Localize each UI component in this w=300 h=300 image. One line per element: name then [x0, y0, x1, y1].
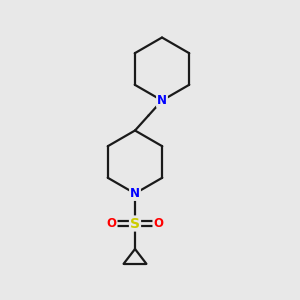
Text: N: N	[130, 187, 140, 200]
Text: N: N	[157, 94, 167, 107]
Text: O: O	[153, 217, 164, 230]
Text: S: S	[130, 217, 140, 230]
Text: O: O	[106, 217, 117, 230]
